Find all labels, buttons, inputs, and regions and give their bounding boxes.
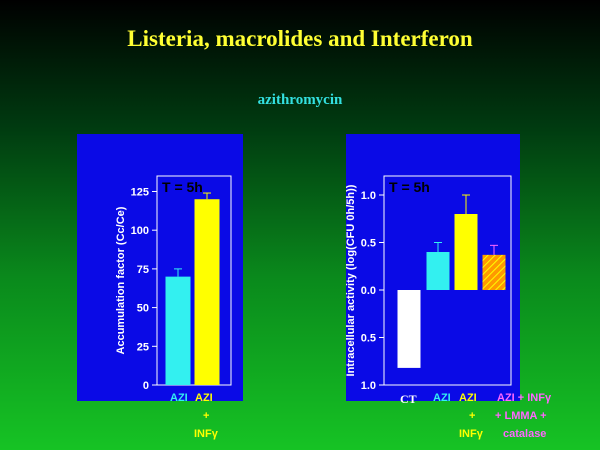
activity-bar-1 xyxy=(397,290,421,368)
activity-y-axis-label: Intracellular activity (log(CFU 0h/5h)) xyxy=(345,184,357,376)
activity-annotation-label: T = 5h xyxy=(389,179,430,195)
accumulation-y-tick-label: 0 xyxy=(143,380,149,392)
slide-subtitle: azithromycin xyxy=(257,92,343,108)
accumulation-category-azi-label: AZI xyxy=(170,392,188,404)
accumulation-y-tick-label: 100 xyxy=(131,225,149,237)
accumulation-y-tick-label: 125 xyxy=(131,186,149,198)
activity-plot-frame xyxy=(383,175,512,386)
accumulation-category-inf-label: INFγ xyxy=(194,428,218,440)
accumulation-category-azi-inf-label: AZI xyxy=(195,392,213,404)
activity-bar-4 xyxy=(482,254,506,290)
accumulation-y-tick-label: 75 xyxy=(137,264,149,276)
activity-category-inf-label: INFγ xyxy=(459,428,483,440)
accumulation-category-plus-label: + xyxy=(203,410,210,422)
activity-y-tick-label: 0.0 xyxy=(361,285,376,297)
activity-y-tick-label: 0.5 xyxy=(361,333,376,345)
activity-y-tick-label: 0.5 xyxy=(361,238,376,250)
activity-category-azi-label: AZI xyxy=(433,392,451,404)
activity-bar-3 xyxy=(454,214,478,290)
accumulation-y-tick-label: 50 xyxy=(137,303,149,315)
activity-category-catalase-label: catalase xyxy=(503,428,547,440)
accumulation-y-tick-label: 25 xyxy=(137,341,149,353)
slide-title: Listeria, macrolides and Interferon xyxy=(127,26,473,51)
activity-bar-2 xyxy=(426,252,450,290)
activity-y-tick-label: 1.0 xyxy=(361,190,376,202)
accumulation-y-axis-label: Accumulation factor (Cc/Ce) xyxy=(115,206,127,354)
accumulation-annotation-label: T = 5h xyxy=(162,179,203,195)
accumulation-bar-2 xyxy=(194,199,220,385)
activity-category-plus-label: + xyxy=(469,410,476,422)
activity-y-tick-label: 1.0 xyxy=(361,380,376,392)
accumulation-bar-1 xyxy=(165,276,191,385)
accumulation-plot-frame xyxy=(156,175,232,386)
activity-category-ct-label: CT xyxy=(400,392,417,406)
activity-category-azi-inf-combo-label: AZI + INFγ xyxy=(497,392,552,404)
activity-category-azi-inf-label: AZI xyxy=(459,392,477,404)
activity-category-lmma-label: + LMMA + xyxy=(495,410,547,422)
